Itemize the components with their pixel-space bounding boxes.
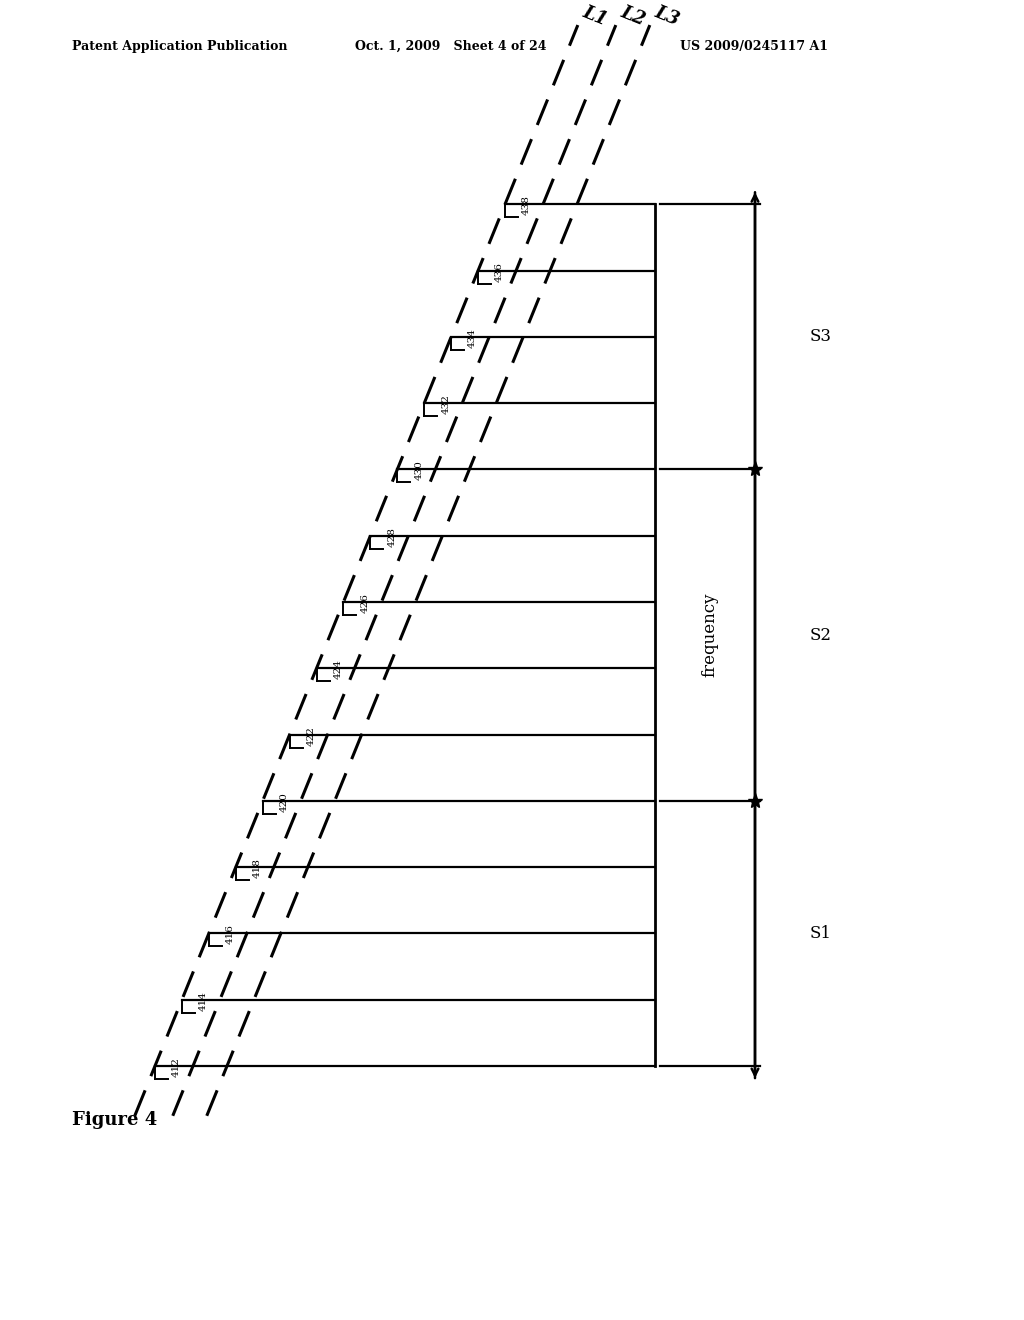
Text: S3: S3	[810, 329, 831, 346]
Text: 426: 426	[360, 593, 370, 612]
Text: 424: 424	[334, 660, 343, 680]
Text: frequency: frequency	[701, 593, 719, 677]
Text: 432: 432	[441, 395, 451, 414]
Text: 414: 414	[199, 991, 208, 1011]
Text: 418: 418	[253, 858, 262, 878]
Text: 430: 430	[415, 461, 423, 480]
Text: 438: 438	[522, 195, 531, 215]
Text: 412: 412	[172, 1057, 181, 1077]
Text: US 2009/0245117 A1: US 2009/0245117 A1	[680, 40, 828, 53]
Text: S1: S1	[810, 925, 831, 942]
Text: L2: L2	[617, 4, 648, 29]
Text: 422: 422	[306, 726, 315, 746]
Text: 436: 436	[495, 261, 504, 281]
Text: 434: 434	[468, 327, 477, 348]
Text: L3: L3	[652, 4, 682, 29]
Text: 420: 420	[280, 792, 289, 812]
Text: Figure 4: Figure 4	[72, 1111, 158, 1129]
Text: Patent Application Publication: Patent Application Publication	[72, 40, 288, 53]
Text: 416: 416	[226, 924, 234, 944]
Text: L1: L1	[580, 4, 610, 29]
Text: Oct. 1, 2009   Sheet 4 of 24: Oct. 1, 2009 Sheet 4 of 24	[355, 40, 547, 53]
Text: S2: S2	[810, 627, 831, 644]
Text: 428: 428	[387, 527, 396, 546]
